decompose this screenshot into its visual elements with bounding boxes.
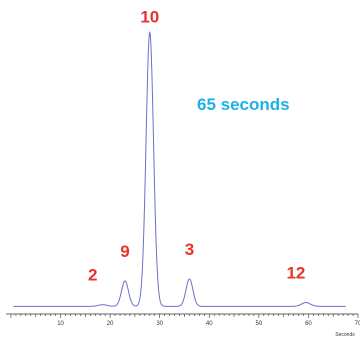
chromatogram-trace [13,31,346,307]
annotation-text: 65 seconds [197,95,290,114]
x-tick-label: 10 [57,321,64,327]
x-tick-label: 30 [156,321,163,327]
x-tick-label: 70 [355,321,360,327]
x-tick-label: 60 [305,321,312,327]
x-tick-label: 20 [107,321,114,327]
x-axis: 10 20 30 40 50 60 70 [6,313,360,327]
peak-label: 3 [185,240,194,259]
peak-labels: 2 9 10 3 12 [88,7,305,284]
x-axis-title: Seconds [335,332,355,338]
x-tick-label: 40 [206,321,213,327]
x-tick-label: 50 [256,321,263,327]
peak-label: 2 [88,266,97,285]
peak-label: 12 [286,264,305,283]
peak-label: 10 [140,7,159,26]
peak-label: 9 [120,242,129,261]
